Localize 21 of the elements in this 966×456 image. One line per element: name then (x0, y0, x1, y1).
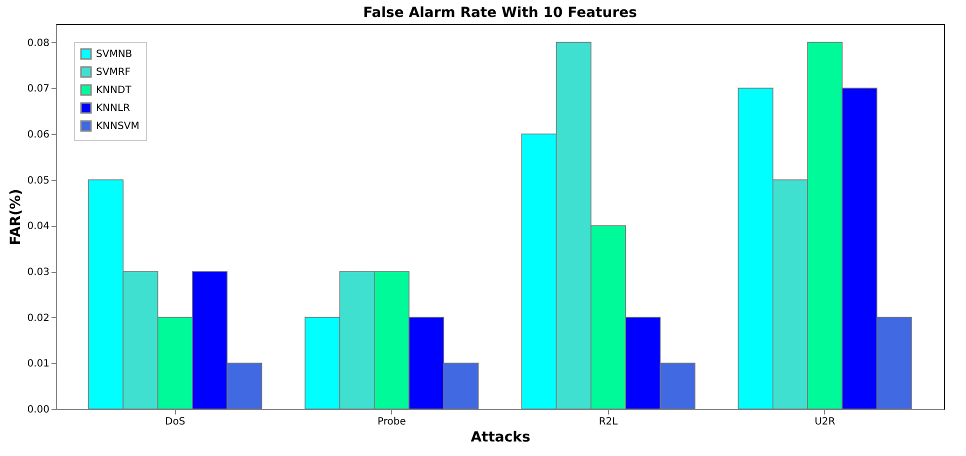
x-tick-label: R2L (598, 416, 618, 428)
legend-label: KNNSVM (96, 121, 140, 132)
legend-label: SVMNB (96, 49, 132, 60)
legend-label: KNNLR (96, 103, 130, 114)
x-tick-label: Probe (378, 416, 406, 428)
y-tick-label: 0.04 (27, 221, 50, 232)
y-axis-title: FAR(%) (8, 188, 24, 246)
x-axis-title: Attacks (470, 430, 530, 446)
legend-label: SVMRF (96, 67, 131, 78)
y-tick-label: 0.00 (27, 404, 50, 416)
legend-label: KNNDT (96, 85, 132, 96)
x-tick-label: DoS (165, 416, 186, 428)
y-tick-label: 0.06 (27, 130, 50, 140)
y-tick-label: 0.02 (27, 312, 50, 324)
y-tick-label: 0.08 (27, 38, 50, 49)
y-tick-label: 0.05 (27, 175, 50, 186)
chart-title: False Alarm Rate With 10 Features (363, 5, 637, 21)
x-tick-label: U2R (814, 416, 836, 428)
y-tick-label: 0.03 (27, 267, 50, 278)
y-tick-label: 0.07 (27, 84, 50, 95)
y-tick-label: 0.01 (27, 358, 50, 370)
